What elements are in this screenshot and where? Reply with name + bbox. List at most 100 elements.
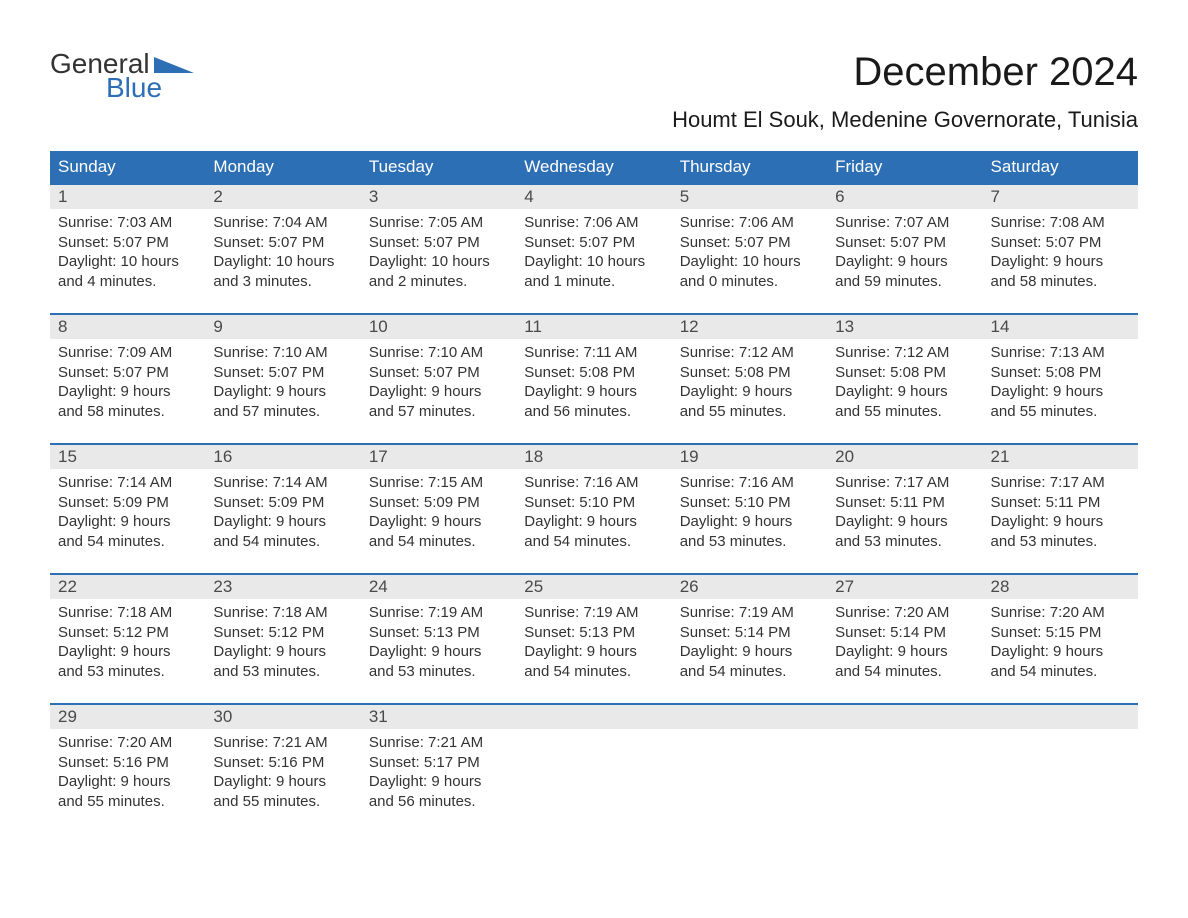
sunrise-text: Sunrise: 7:16 AM <box>680 473 819 493</box>
calendar-cell: 21Sunrise: 7:17 AMSunset: 5:11 PMDayligh… <box>983 445 1138 551</box>
day-data: Sunrise: 7:20 AMSunset: 5:15 PMDaylight:… <box>983 599 1138 681</box>
calendar-week: 29Sunrise: 7:20 AMSunset: 5:16 PMDayligh… <box>50 703 1138 811</box>
sunset-text: Sunset: 5:08 PM <box>991 363 1130 383</box>
day-number: 19 <box>672 445 827 469</box>
calendar-cell: 30Sunrise: 7:21 AMSunset: 5:16 PMDayligh… <box>205 705 360 811</box>
daylight-text: Daylight: 9 hours and 55 minutes. <box>835 382 974 421</box>
day-number: 18 <box>516 445 671 469</box>
day-number: 9 <box>205 315 360 339</box>
daylight-text: Daylight: 10 hours and 0 minutes. <box>680 252 819 291</box>
sunrise-text: Sunrise: 7:15 AM <box>369 473 508 493</box>
day-number: 28 <box>983 575 1138 599</box>
day-number: 3 <box>361 185 516 209</box>
day-data: Sunrise: 7:07 AMSunset: 5:07 PMDaylight:… <box>827 209 982 291</box>
day-data: Sunrise: 7:14 AMSunset: 5:09 PMDaylight:… <box>205 469 360 551</box>
calendar-cell: 22Sunrise: 7:18 AMSunset: 5:12 PMDayligh… <box>50 575 205 681</box>
sunset-text: Sunset: 5:14 PM <box>680 623 819 643</box>
dow-thursday: Thursday <box>672 151 827 183</box>
calendar-cell: 6Sunrise: 7:07 AMSunset: 5:07 PMDaylight… <box>827 185 982 291</box>
day-data: Sunrise: 7:04 AMSunset: 5:07 PMDaylight:… <box>205 209 360 291</box>
calendar-cell <box>827 705 982 811</box>
day-data: Sunrise: 7:19 AMSunset: 5:13 PMDaylight:… <box>361 599 516 681</box>
day-number: 25 <box>516 575 671 599</box>
calendar-week: 22Sunrise: 7:18 AMSunset: 5:12 PMDayligh… <box>50 573 1138 681</box>
calendar-cell: 9 Sunrise: 7:10 AMSunset: 5:07 PMDaylight… <box>205 315 360 421</box>
sunrise-text: Sunrise: 7:14 AM <box>58 473 197 493</box>
day-number: 31 <box>361 705 516 729</box>
daylight-text: Daylight: 10 hours and 1 minute. <box>524 252 663 291</box>
daylight-text: Daylight: 9 hours and 54 minutes. <box>524 642 663 681</box>
calendar-cell: 18Sunrise: 7:16 AMSunset: 5:10 PMDayligh… <box>516 445 671 551</box>
day-number: 24 <box>361 575 516 599</box>
day-number: 23 <box>205 575 360 599</box>
sunset-text: Sunset: 5:16 PM <box>58 753 197 773</box>
day-number <box>672 705 827 729</box>
calendar-cell: 15Sunrise: 7:14 AMSunset: 5:09 PMDayligh… <box>50 445 205 551</box>
day-data: Sunrise: 7:05 AMSunset: 5:07 PMDaylight:… <box>361 209 516 291</box>
sunrise-text: Sunrise: 7:08 AM <box>991 213 1130 233</box>
day-number: 17 <box>361 445 516 469</box>
calendar-cell: 14Sunrise: 7:13 AMSunset: 5:08 PMDayligh… <box>983 315 1138 421</box>
daylight-text: Daylight: 9 hours and 53 minutes. <box>835 512 974 551</box>
dow-saturday: Saturday <box>983 151 1138 183</box>
sunset-text: Sunset: 5:07 PM <box>369 363 508 383</box>
day-of-week-header: Sunday Monday Tuesday Wednesday Thursday… <box>50 151 1138 183</box>
sunrise-text: Sunrise: 7:16 AM <box>524 473 663 493</box>
sunset-text: Sunset: 5:11 PM <box>991 493 1130 513</box>
day-number: 8 <box>50 315 205 339</box>
daylight-text: Daylight: 9 hours and 54 minutes. <box>680 642 819 681</box>
day-data: Sunrise: 7:17 AMSunset: 5:11 PMDaylight:… <box>827 469 982 551</box>
calendar-cell: 2Sunrise: 7:04 AMSunset: 5:07 PMDaylight… <box>205 185 360 291</box>
daylight-text: Daylight: 9 hours and 57 minutes. <box>213 382 352 421</box>
calendar-cell: 19Sunrise: 7:16 AMSunset: 5:10 PMDayligh… <box>672 445 827 551</box>
sunset-text: Sunset: 5:07 PM <box>58 233 197 253</box>
daylight-text: Daylight: 9 hours and 58 minutes. <box>58 382 197 421</box>
sunrise-text: Sunrise: 7:06 AM <box>524 213 663 233</box>
sunset-text: Sunset: 5:07 PM <box>213 363 352 383</box>
calendar-cell: 24Sunrise: 7:19 AMSunset: 5:13 PMDayligh… <box>361 575 516 681</box>
sunrise-text: Sunrise: 7:12 AM <box>680 343 819 363</box>
sunrise-text: Sunrise: 7:10 AM <box>369 343 508 363</box>
day-number: 2 <box>205 185 360 209</box>
sunrise-text: Sunrise: 7:10 AM <box>213 343 352 363</box>
day-data: Sunrise: 7:16 AMSunset: 5:10 PMDaylight:… <box>672 469 827 551</box>
calendar-cell: 7Sunrise: 7:08 AMSunset: 5:07 PMDaylight… <box>983 185 1138 291</box>
sunrise-text: Sunrise: 7:12 AM <box>835 343 974 363</box>
sunrise-text: Sunrise: 7:19 AM <box>680 603 819 623</box>
daylight-text: Daylight: 9 hours and 53 minutes. <box>680 512 819 551</box>
sunset-text: Sunset: 5:07 PM <box>991 233 1130 253</box>
sunset-text: Sunset: 5:08 PM <box>524 363 663 383</box>
sunset-text: Sunset: 5:14 PM <box>835 623 974 643</box>
sunrise-text: Sunrise: 7:11 AM <box>524 343 663 363</box>
calendar-week: 1Sunrise: 7:03 AMSunset: 5:07 PMDaylight… <box>50 183 1138 291</box>
sunset-text: Sunset: 5:11 PM <box>835 493 974 513</box>
daylight-text: Daylight: 9 hours and 55 minutes. <box>991 382 1130 421</box>
calendar-cell: 28Sunrise: 7:20 AMSunset: 5:15 PMDayligh… <box>983 575 1138 681</box>
calendar-cell: 16Sunrise: 7:14 AMSunset: 5:09 PMDayligh… <box>205 445 360 551</box>
calendar-cell: 20Sunrise: 7:17 AMSunset: 5:11 PMDayligh… <box>827 445 982 551</box>
title-block: December 2024 Houmt El Souk, Medenine Go… <box>672 50 1138 143</box>
daylight-text: Daylight: 9 hours and 54 minutes. <box>58 512 197 551</box>
day-data: Sunrise: 7:14 AMSunset: 5:09 PMDaylight:… <box>50 469 205 551</box>
daylight-text: Daylight: 9 hours and 57 minutes. <box>369 382 508 421</box>
calendar-cell <box>516 705 671 811</box>
day-number: 22 <box>50 575 205 599</box>
day-number: 6 <box>827 185 982 209</box>
sunset-text: Sunset: 5:07 PM <box>524 233 663 253</box>
day-number: 7 <box>983 185 1138 209</box>
calendar-cell: 4Sunrise: 7:06 AMSunset: 5:07 PMDaylight… <box>516 185 671 291</box>
day-number: 5 <box>672 185 827 209</box>
day-number: 26 <box>672 575 827 599</box>
brand-word2: Blue <box>106 74 194 102</box>
sunrise-text: Sunrise: 7:18 AM <box>213 603 352 623</box>
daylight-text: Daylight: 9 hours and 53 minutes. <box>369 642 508 681</box>
day-number: 10 <box>361 315 516 339</box>
daylight-text: Daylight: 9 hours and 54 minutes. <box>369 512 508 551</box>
brand-logo: General Blue <box>50 50 194 102</box>
sunrise-text: Sunrise: 7:21 AM <box>213 733 352 753</box>
day-data: Sunrise: 7:20 AMSunset: 5:14 PMDaylight:… <box>827 599 982 681</box>
day-data: Sunrise: 7:17 AMSunset: 5:11 PMDaylight:… <box>983 469 1138 551</box>
sunrise-text: Sunrise: 7:18 AM <box>58 603 197 623</box>
calendar-cell: 10 Sunrise: 7:10 AMSunset: 5:07 PMDayligh… <box>361 315 516 421</box>
day-number: 1 <box>50 185 205 209</box>
